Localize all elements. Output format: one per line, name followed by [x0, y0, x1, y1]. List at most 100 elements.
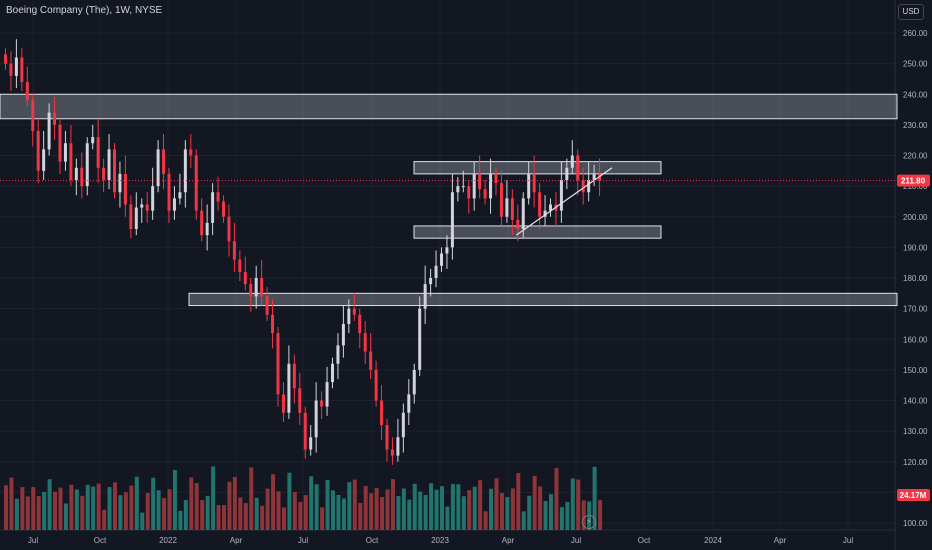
volume-bar [102, 509, 107, 530]
candle-body [4, 54, 7, 64]
candle-body [249, 284, 253, 297]
candle-body [9, 63, 13, 76]
candle-body [510, 198, 514, 220]
volume-bar [440, 486, 444, 530]
candle-body [380, 400, 384, 425]
volume-bar [434, 489, 439, 530]
volume-bar [478, 480, 483, 530]
volume-bar [265, 488, 270, 530]
volume-bar [183, 500, 188, 530]
volume-bar [401, 488, 406, 530]
candle-body [107, 149, 111, 180]
candle-body [254, 278, 258, 297]
candle-body [25, 82, 29, 101]
candle-body [80, 167, 84, 187]
volume-bar [134, 476, 139, 530]
volume-bar [472, 486, 477, 530]
candle-body [31, 100, 35, 131]
candle-body [292, 363, 296, 389]
volume-bar [123, 492, 128, 530]
candle-body [211, 192, 215, 223]
x-tick-label: Apr [230, 536, 243, 545]
volume-label: 24.17M [900, 491, 927, 500]
x-tick-label: Oct [366, 536, 379, 545]
volume-bar [9, 477, 14, 530]
volume-bar [271, 474, 276, 530]
volume-bar [189, 477, 194, 530]
candle-body [276, 333, 280, 395]
candle-body [467, 186, 471, 199]
y-tick-label: 140.00 [903, 397, 928, 406]
y-tick-label: 260.00 [903, 29, 928, 38]
candle-body [123, 173, 127, 205]
volume-bar [129, 485, 134, 530]
candle-body [232, 241, 236, 260]
candle-body [325, 382, 329, 407]
candle-body [450, 192, 454, 248]
candle-body [129, 204, 133, 229]
volume-bar [369, 493, 374, 530]
volume-bar [576, 479, 581, 530]
y-tick-label: 150.00 [903, 366, 928, 375]
volume-bar [107, 487, 112, 530]
candle-body [189, 149, 193, 156]
candle-body [483, 189, 487, 199]
last-price-label: 211.80 [901, 177, 926, 186]
chart-title: Boeing Company (The), 1W, NYSE [6, 5, 163, 16]
x-tick-label: Jul [28, 536, 38, 545]
volume-bar [14, 498, 19, 530]
volume-bar [238, 497, 243, 530]
last-price-tag [897, 174, 930, 187]
volume-bar [222, 505, 226, 530]
volume-bar [320, 507, 325, 530]
volume-bar [156, 490, 161, 530]
candle-body [565, 167, 569, 180]
volume-bar [205, 495, 210, 530]
currency-button[interactable]: USD [898, 4, 924, 20]
volume-bar [543, 501, 548, 530]
candle-body [445, 247, 449, 254]
candle-body [336, 345, 340, 364]
candle-body [385, 425, 389, 450]
candle-body [516, 219, 520, 229]
candle-body [298, 388, 302, 413]
volume-bar [281, 507, 286, 530]
volume-bar [456, 484, 461, 530]
volume-bar [69, 484, 74, 530]
y-tick-label: 200.00 [903, 213, 928, 222]
volume-bar [565, 501, 570, 530]
candle-body [172, 198, 176, 211]
volume-bar [260, 505, 265, 530]
candle-body [576, 155, 580, 180]
volume-bar [549, 494, 553, 530]
x-tick-label: 2024 [704, 536, 722, 545]
volume-bar [254, 497, 259, 530]
volume-bar [407, 499, 412, 530]
candle-body [527, 173, 531, 199]
candle-body [352, 308, 356, 315]
volume-bar [145, 493, 150, 530]
volume-bar [151, 477, 156, 530]
y-tick-label: 180.00 [903, 274, 928, 283]
candle-body [183, 149, 187, 193]
volume-bar [510, 488, 515, 530]
candle-body [396, 437, 400, 456]
volume-bar [581, 500, 586, 530]
volume-bar [347, 482, 352, 530]
volume-bar [249, 467, 254, 530]
bolt-icon[interactable]: ⚡ [582, 515, 596, 529]
candle-body [20, 57, 24, 82]
x-tick-label: Oct [638, 536, 651, 545]
volume-bar [314, 484, 319, 530]
candle-body [303, 412, 307, 450]
candle-body [341, 323, 345, 346]
candle-body [145, 204, 149, 211]
volume-bar [570, 478, 575, 530]
volume-tag [897, 489, 930, 501]
volume-bar [489, 488, 494, 530]
candle-body [331, 363, 334, 383]
candle-body [162, 149, 166, 174]
candle-body [102, 167, 106, 180]
